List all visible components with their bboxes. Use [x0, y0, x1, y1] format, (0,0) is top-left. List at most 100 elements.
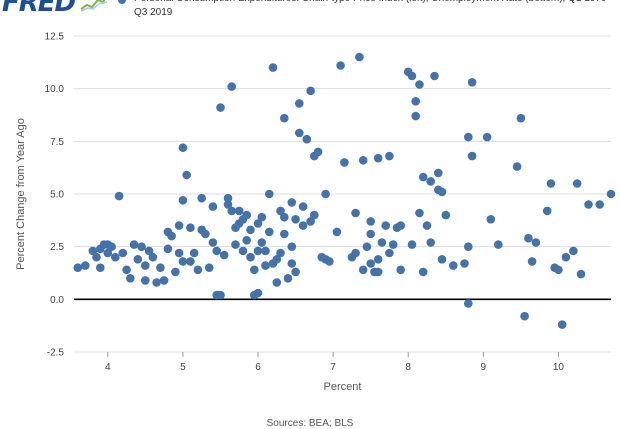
data-point	[201, 229, 210, 239]
data-point	[216, 103, 225, 112]
data-point	[186, 257, 195, 266]
fred-logo-graph-icon	[80, 0, 108, 12]
data-point	[377, 238, 387, 247]
fred-logo[interactable]: FRED	[2, 0, 76, 18]
data-point	[561, 252, 571, 262]
legend-label: Personal Consumption Expenditures: Chain…	[134, 0, 606, 18]
data-point	[418, 172, 428, 182]
data-point	[167, 231, 176, 241]
data-point	[246, 225, 255, 235]
data-point	[193, 265, 203, 275]
data-point	[261, 246, 270, 256]
data-point	[272, 254, 282, 264]
data-point	[434, 168, 443, 178]
data-point	[516, 113, 526, 123]
axes: -2.5 0.0 2.5 5.0 7.5 10.0 12.5 4 5 6 7 8 9 10	[45, 32, 565, 374]
data-point	[464, 299, 473, 308]
data-point	[576, 269, 586, 279]
data-point	[242, 210, 251, 220]
data-point	[407, 240, 417, 249]
data-point	[366, 259, 376, 268]
data-point	[572, 179, 582, 188]
data-point	[141, 261, 150, 270]
data-point	[178, 143, 188, 152]
data-point	[426, 177, 436, 186]
data-point	[280, 212, 289, 222]
data-point	[411, 97, 421, 106]
data-point	[174, 221, 184, 230]
x-tick-label: 8	[405, 362, 411, 373]
data-point	[415, 208, 424, 218]
data-point	[460, 259, 469, 268]
data-point	[325, 257, 334, 266]
data-point	[81, 261, 90, 270]
y-axis-title: Percent Change from Year Ago	[15, 118, 27, 270]
x-tick-label: 10	[553, 362, 565, 373]
data-point	[373, 153, 383, 163]
data-point	[73, 263, 83, 273]
data-point	[415, 80, 424, 89]
data-point	[298, 221, 308, 230]
data-point	[242, 236, 251, 245]
data-point	[103, 248, 113, 258]
data-point	[227, 82, 236, 91]
data-point	[302, 134, 312, 144]
data-point	[268, 63, 278, 72]
data-point	[126, 274, 135, 283]
data-point	[107, 242, 116, 251]
chart-header: FRED Personal Consumption Expenditures: …	[0, 0, 620, 30]
x-axis-title: Percent	[324, 381, 362, 393]
data-point	[156, 263, 165, 273]
data-point	[546, 179, 556, 188]
data-point	[366, 229, 376, 239]
data-point	[358, 156, 368, 165]
data-point	[92, 252, 101, 262]
data-point	[527, 257, 537, 266]
data-point	[216, 290, 225, 300]
data-point	[441, 210, 451, 220]
scatter-chart[interactable]: -2.5 0.0 2.5 5.0 7.5 10.0 12.5 4 5 6 7 8 9 10 Percent…	[0, 0, 620, 400]
data-point	[129, 240, 139, 249]
data-point	[332, 227, 342, 237]
data-point	[133, 254, 143, 264]
data-point	[178, 196, 188, 205]
data-point	[411, 111, 421, 121]
data-point	[295, 128, 304, 138]
data-point	[212, 246, 221, 256]
data-point	[253, 219, 263, 228]
data-point	[388, 240, 398, 249]
data-point	[467, 78, 477, 87]
x-tick-label: 7	[330, 362, 336, 373]
data-point	[407, 71, 417, 81]
data-point	[122, 265, 131, 275]
y-tick-label: 12.5	[45, 32, 65, 43]
x-tick-label: 6	[255, 362, 261, 373]
data-point	[362, 242, 372, 251]
data-point	[96, 263, 105, 273]
data-point	[171, 267, 180, 277]
data-point	[437, 254, 447, 264]
data-point	[257, 238, 267, 247]
data-point	[437, 187, 447, 197]
x-tick-label: 9	[481, 362, 487, 373]
data-point	[373, 267, 383, 277]
source-note: Sources: BEA; BLS	[266, 418, 354, 429]
data-point	[111, 252, 120, 262]
data-point	[531, 238, 541, 247]
data-point	[152, 278, 161, 287]
data-point	[554, 265, 563, 275]
data-point	[512, 162, 522, 171]
data-point	[250, 265, 259, 275]
data-point	[272, 278, 282, 287]
data-point	[186, 223, 195, 232]
data-point	[524, 233, 533, 243]
data-point	[482, 132, 492, 142]
y-tick-label: 10.0	[45, 84, 65, 95]
data-point	[351, 208, 360, 218]
data-point	[257, 212, 267, 222]
y-tick-label: 0.0	[50, 295, 64, 306]
data-point	[178, 257, 188, 266]
data-point	[291, 267, 300, 277]
data-point	[355, 52, 364, 62]
data-point	[114, 191, 124, 201]
